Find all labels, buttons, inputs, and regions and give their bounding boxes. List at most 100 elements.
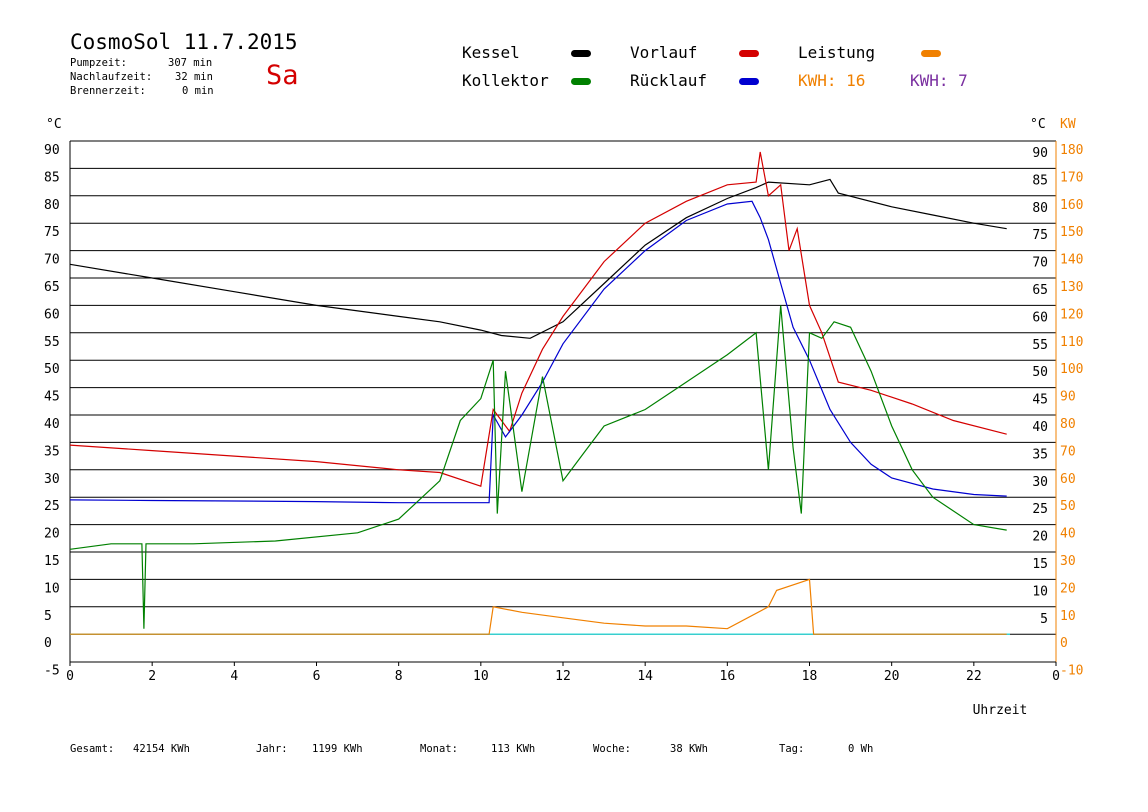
y-tick-right: 75 [1032, 228, 1048, 243]
y-tick-kw: 150 [1060, 225, 1083, 240]
y-tick-left: 20 [44, 527, 60, 542]
y-tick-left: 80 [44, 198, 60, 213]
y-tick-right: 60 [1032, 310, 1048, 325]
y-tick-left: 50 [44, 362, 60, 377]
y-tick-left: 30 [44, 472, 60, 487]
y-tick-right: 65 [1032, 283, 1048, 298]
y-tick-kw: 180 [1060, 143, 1083, 158]
y-tick-right: 55 [1032, 338, 1048, 353]
y-tick-left: -5 [44, 664, 60, 679]
y-tick-right: 90 [1032, 146, 1048, 161]
footer-gesamt-label: Gesamt: [70, 743, 115, 755]
y-tick-kw: 170 [1060, 170, 1083, 185]
y-tick-right: 50 [1032, 365, 1048, 380]
brennerzeit-label: Brennerzeit: [70, 85, 146, 97]
y-tick-left: 70 [44, 253, 60, 268]
y-unit-left: °C [46, 117, 62, 132]
legend-leistung-swatch [921, 50, 941, 57]
legend-kwh-purple: KWH: 7 [910, 71, 968, 90]
y-tick-kw: 0 [1060, 636, 1068, 651]
series-line-leistung [70, 578, 1007, 635]
y-tick-kw: -10 [1060, 664, 1083, 679]
footer-jahr-value: 1199 KWh [312, 743, 363, 755]
footer-gesamt-value: 42154 KWh [133, 743, 190, 755]
x-tick-label: 14 [637, 669, 653, 684]
y-tick-right: 85 [1032, 173, 1048, 188]
x-tick-label: 8 [395, 669, 403, 684]
x-tick-label: 4 [230, 669, 238, 684]
series-line-kessel [69, 178, 1007, 339]
pumpzeit-label: Pumpzeit: [70, 57, 127, 69]
y-tick-left: 5 [44, 609, 52, 624]
x-tick-label: 18 [802, 669, 818, 684]
y-tick-kw: 100 [1060, 362, 1083, 377]
y-tick-kw: 90 [1060, 390, 1076, 405]
y-tick-right: 80 [1032, 201, 1048, 216]
y-tick-right: 30 [1032, 475, 1048, 490]
y-tick-left: 15 [44, 554, 60, 569]
y-tick-right: 15 [1032, 557, 1048, 572]
legend-kollektor-label: Kollektor [462, 71, 549, 90]
y-tick-right: 45 [1032, 393, 1048, 408]
y-unit-right-kw: KW [1060, 117, 1076, 132]
y-tick-left: 90 [44, 143, 60, 158]
x-tick-label: 16 [720, 669, 736, 684]
pumpzeit-value: 307 min [168, 57, 213, 69]
footer-woche-value: 38 KWh [670, 743, 708, 755]
x-tick-label: 22 [966, 669, 982, 684]
y-tick-right: 5 [1040, 612, 1048, 627]
legend-kwh-orange: KWH: 16 [798, 71, 866, 90]
y-tick-right: 40 [1032, 420, 1048, 435]
footer-monat-label: Monat: [420, 743, 458, 755]
legend-leistung-label: Leistung [798, 43, 876, 62]
legend-vorlauf-swatch [739, 50, 759, 57]
series-line-vorlauf [69, 151, 1007, 487]
footer-monat-value: 113 KWh [491, 743, 536, 755]
y-tick-kw: 10 [1060, 609, 1076, 624]
y-tick-kw: 110 [1060, 335, 1083, 350]
nachlaufzeit-label: Nachlaufzeit: [70, 71, 153, 83]
footer-jahr-label: Jahr: [256, 743, 288, 755]
y-tick-kw: 50 [1060, 499, 1076, 514]
y-tick-kw: 140 [1060, 253, 1083, 268]
legend-kollektor-swatch [571, 78, 591, 85]
x-tick-label: 6 [313, 669, 321, 684]
y-tick-kw: 120 [1060, 307, 1083, 322]
y-tick-left: 25 [44, 499, 60, 514]
legend-kessel-swatch [571, 50, 591, 57]
y-tick-right: 20 [1032, 530, 1048, 545]
y-tick-kw: 20 [1060, 581, 1076, 596]
brennerzeit-value: 0 min [182, 85, 214, 97]
y-tick-left: 75 [44, 225, 60, 240]
footer-tag-label: Tag: [779, 743, 805, 755]
y-tick-right: 25 [1032, 502, 1048, 517]
legend-ruecklauf-label: Rücklauf [630, 71, 708, 90]
y-tick-right: 35 [1032, 447, 1048, 462]
x-tick-label: 20 [884, 669, 900, 684]
y-tick-kw: 60 [1060, 472, 1076, 487]
y-tick-right: 70 [1032, 256, 1048, 271]
y-tick-left: 10 [44, 581, 60, 596]
y-tick-kw: 30 [1060, 554, 1076, 569]
y-unit-right: °C [1030, 117, 1046, 132]
x-tick-label: 10 [473, 669, 489, 684]
y-tick-left: 60 [44, 307, 60, 322]
footer-tag-value: 0 Wh [848, 743, 874, 755]
y-tick-left: 85 [44, 170, 60, 185]
y-tick-left: 45 [44, 390, 60, 405]
legend-vorlauf-label: Vorlauf [630, 43, 698, 62]
y-tick-kw: 130 [1060, 280, 1083, 295]
weekday-label: Sa [266, 60, 299, 91]
x-tick-label: 2 [148, 669, 156, 684]
y-tick-kw: 70 [1060, 444, 1076, 459]
x-tick-label: 0 [66, 669, 74, 684]
series-line-kollektor [69, 305, 1007, 629]
y-tick-kw: 40 [1060, 527, 1076, 542]
x-tick-label: 12 [555, 669, 571, 684]
x-axis-label: Uhrzeit [973, 703, 1028, 718]
series-line-rücklauf [69, 200, 1007, 504]
legend-ruecklauf-swatch [739, 78, 759, 85]
y-tick-kw: 160 [1060, 198, 1083, 213]
legend-kessel-label: Kessel [462, 43, 520, 62]
